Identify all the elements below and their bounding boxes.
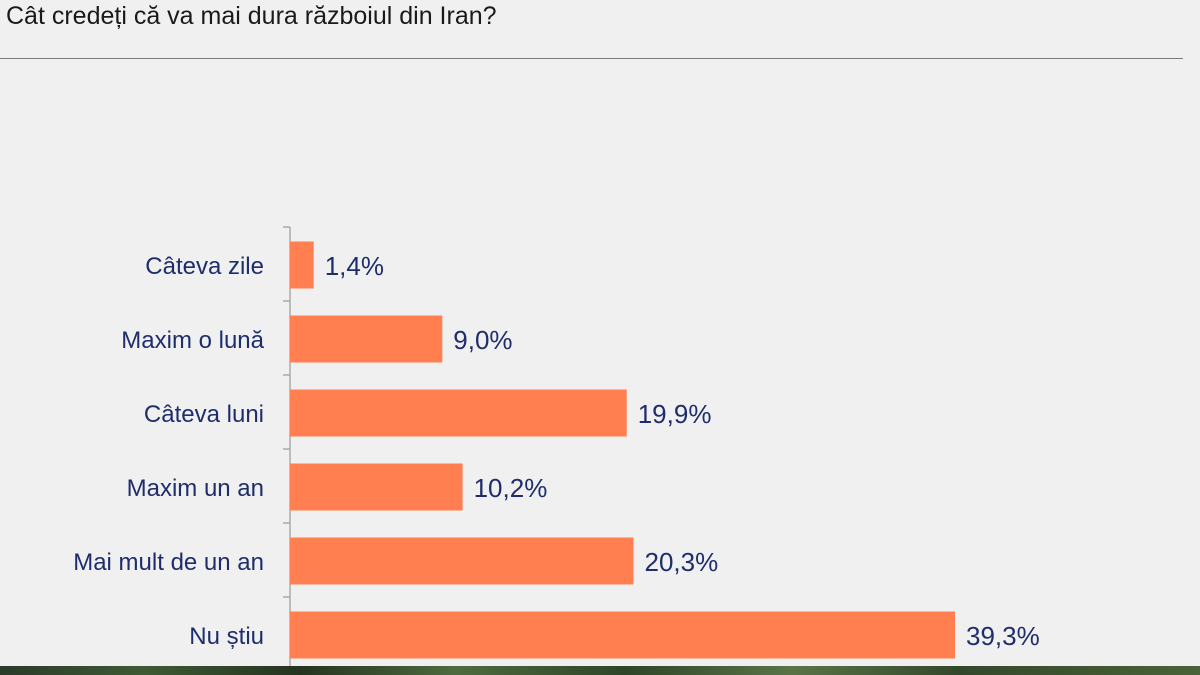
bar <box>290 241 314 289</box>
data-label: 10,2% <box>474 473 548 503</box>
category-label: Mai mult de un an <box>73 549 264 576</box>
bar <box>290 537 634 585</box>
background-photo-strip <box>0 666 1200 675</box>
category-label: Maxim un an <box>127 475 264 502</box>
bar <box>290 463 463 511</box>
data-label: 39,3% <box>966 621 1040 651</box>
title-divider <box>0 58 1183 59</box>
category-label: Câteva zile <box>145 253 264 280</box>
category-label: Câteva luni <box>144 401 264 428</box>
data-label: 9,0% <box>453 325 512 355</box>
bar <box>290 611 955 659</box>
data-label: 20,3% <box>644 547 718 577</box>
bar <box>290 389 627 437</box>
category-label: Nu știu <box>189 623 264 650</box>
category-label: Maxim o lună <box>121 327 264 354</box>
data-label: 1,4% <box>325 251 384 281</box>
bar <box>290 315 443 363</box>
data-label: 19,9% <box>638 399 712 429</box>
chart-title: Cât credeți că va mai dura războiul din … <box>6 2 497 30</box>
